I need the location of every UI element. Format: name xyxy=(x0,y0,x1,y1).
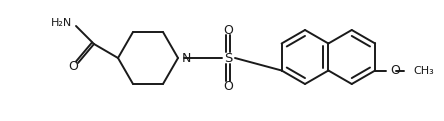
Text: H₂N: H₂N xyxy=(51,18,72,28)
Text: S: S xyxy=(224,52,232,64)
Text: CH₃: CH₃ xyxy=(413,65,434,76)
Text: O: O xyxy=(68,60,78,73)
Text: O: O xyxy=(390,64,400,77)
Text: N: N xyxy=(182,52,191,64)
Text: O: O xyxy=(223,79,233,92)
Text: O: O xyxy=(223,23,233,37)
